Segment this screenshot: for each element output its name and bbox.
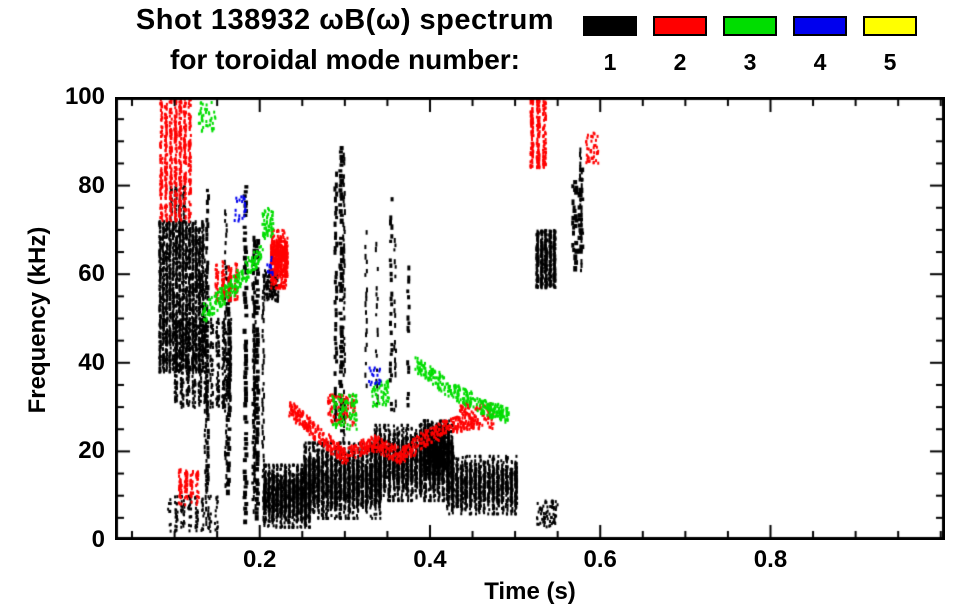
legend-label-3: 3 <box>743 49 757 75</box>
spectrogram-canvas <box>115 97 945 540</box>
legend-swatch-1 <box>583 16 637 36</box>
x-tick-label: 0.2 <box>243 546 277 573</box>
y-tick-label: 60 <box>78 260 105 288</box>
chart-subtitle: for toroidal mode number: <box>170 44 520 75</box>
chart-title: Shot 138932 ωB(ω) spectrum <box>135 4 555 36</box>
legend-swatch-2 <box>653 16 707 36</box>
y-tick-label: 80 <box>78 171 105 199</box>
x-tick-label: 0.4 <box>413 546 447 573</box>
x-axis-label: Time (s) <box>484 578 576 605</box>
y-tick-label: 40 <box>78 348 105 376</box>
legend-label-2: 2 <box>673 49 687 75</box>
y-axis-label: Frequency (kHz) <box>24 226 51 414</box>
legend-swatch-3 <box>723 16 777 36</box>
x-tick-label: 0.8 <box>753 546 788 573</box>
legend-swatch-5 <box>863 16 917 36</box>
y-tick-label: 100 <box>64 83 105 110</box>
x-tick-label: 0.6 <box>583 546 617 573</box>
legend-label-4: 4 <box>813 49 827 75</box>
legend-label-5: 5 <box>883 49 897 75</box>
y-tick-label: 20 <box>78 437 105 465</box>
y-tick-label: 0 <box>91 526 105 553</box>
legend-swatch-4 <box>793 16 847 36</box>
legend-label-1: 1 <box>603 49 617 75</box>
